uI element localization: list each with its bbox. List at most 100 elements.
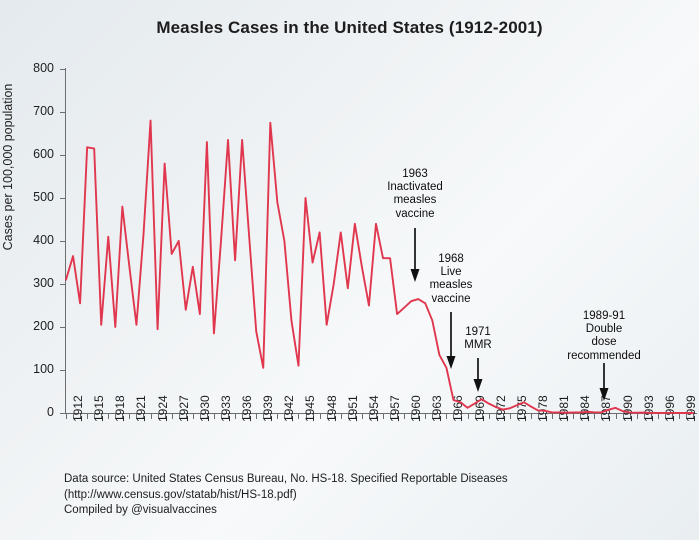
footer-line-2: (http://www.census.gov/statab/hist/HS-18…	[64, 488, 297, 501]
annotation-1968-l2: measles	[429, 279, 473, 292]
x-tick-mark	[502, 414, 504, 419]
x-tick-mark	[411, 414, 413, 419]
x-tick-mark	[115, 414, 117, 419]
x-tick-mark	[678, 414, 680, 419]
x-tick-mark	[693, 414, 694, 419]
x-tick-mark	[467, 414, 469, 419]
annotation-1968-year: 1968	[438, 253, 464, 265]
x-tick-mark	[129, 414, 131, 419]
footer-line-3: Compiled by @visualvaccines	[64, 504, 217, 516]
y-tick-mark	[60, 112, 65, 113]
x-tick-mark	[495, 414, 497, 419]
x-tick-mark	[453, 414, 455, 419]
x-tick-mark	[66, 414, 67, 419]
x-tick-mark	[390, 414, 392, 419]
footer: Data source: United States Census Bureau…	[64, 472, 508, 519]
x-tick-mark	[566, 414, 568, 419]
annotation-1968-l1: Live	[440, 266, 462, 279]
x-tick-mark	[164, 414, 166, 419]
x-tick-mark	[136, 414, 138, 419]
annotation-1968-l3: vaccine	[431, 292, 471, 305]
y-tick-mark	[60, 370, 65, 371]
x-tick-mark	[228, 414, 230, 419]
y-tick-mark	[60, 327, 65, 328]
x-tick-mark	[284, 414, 286, 419]
x-tick-mark	[199, 414, 201, 419]
y-tick-mark	[60, 69, 65, 70]
x-tick-mark	[615, 414, 617, 419]
y-tick-mark	[60, 198, 65, 199]
x-tick-mark	[305, 414, 307, 419]
annotation-1963-l2: measles	[393, 194, 437, 207]
x-tick-mark	[439, 414, 441, 419]
x-tick-mark	[446, 414, 448, 419]
annotation-1989-l1: Double	[585, 323, 623, 336]
x-tick-mark	[263, 414, 265, 419]
x-tick-mark	[538, 414, 539, 419]
annotation-arrow-1968	[446, 312, 456, 369]
annotation-1968: 1968 Live measles vaccine	[406, 253, 496, 306]
x-tick-mark	[354, 414, 356, 419]
y-tick-label: 200	[33, 319, 54, 333]
annotation-1989-year: 1989-91	[582, 310, 626, 322]
annotation-1971: 1971 MMR	[443, 326, 513, 352]
y-tick-label: 500	[33, 190, 54, 204]
x-tick-mark	[178, 414, 180, 419]
annotation-1971-year: 1971	[465, 326, 491, 338]
x-tick-mark	[685, 414, 687, 419]
annotation-1963-l3: vaccine	[395, 207, 435, 220]
x-tick-mark	[383, 414, 385, 419]
annotation-1963-l1: Inactivated	[387, 181, 443, 194]
x-tick-mark	[298, 414, 300, 419]
x-tick-mark	[671, 414, 673, 419]
x-tick-mark	[657, 414, 659, 419]
x-tick-mark	[326, 414, 328, 419]
y-tick-label: 400	[33, 233, 54, 247]
y-tick-label: 0	[47, 405, 54, 419]
x-tick-mark	[559, 414, 561, 419]
x-tick-mark	[622, 414, 624, 419]
x-tick-mark	[474, 414, 476, 419]
x-tick-mark	[171, 414, 173, 419]
x-tick-mark	[270, 414, 272, 419]
chart-title: Measles Cases in the United States (1912…	[156, 18, 543, 37]
x-tick-mark	[192, 414, 194, 419]
x-tick-mark	[664, 414, 666, 419]
x-tick-mark	[220, 414, 222, 419]
x-tick-mark	[73, 414, 75, 419]
x-tick-mark	[333, 414, 335, 419]
x-tick-mark	[108, 414, 110, 419]
x-tick-mark	[418, 414, 420, 419]
x-tick-mark	[580, 414, 582, 419]
x-axis-line	[65, 413, 697, 414]
x-tick-mark	[629, 414, 631, 419]
x-tick-mark	[516, 414, 518, 419]
x-tick-mark	[340, 414, 342, 419]
y-tick-label: 300	[33, 276, 54, 290]
annotation-1971-l1: MMR	[464, 339, 492, 352]
annotation-1989-l2: dose	[591, 336, 617, 349]
x-tick-mark	[509, 414, 511, 419]
x-tick-mark	[242, 414, 244, 419]
x-tick-mark	[397, 414, 399, 419]
x-tick-mark	[404, 414, 406, 419]
y-tick-label: 800	[33, 61, 54, 75]
x-tick-mark	[432, 414, 434, 419]
x-tick-mark	[601, 414, 603, 419]
x-tick-mark	[291, 414, 293, 419]
x-tick-mark	[87, 414, 89, 419]
x-tick-mark	[361, 414, 363, 419]
annotation-1989-l3: recommended	[567, 349, 641, 362]
y-tick-mark	[60, 241, 65, 242]
x-tick-mark	[368, 414, 370, 419]
x-tick-mark	[150, 414, 152, 419]
x-tick-mark	[256, 414, 258, 419]
x-tick-mark	[587, 414, 589, 419]
x-tick-mark	[488, 414, 490, 419]
x-tick-mark	[312, 414, 314, 419]
x-tick-mark	[319, 414, 321, 419]
x-tick-mark	[80, 414, 82, 419]
x-tick-mark	[481, 414, 483, 419]
